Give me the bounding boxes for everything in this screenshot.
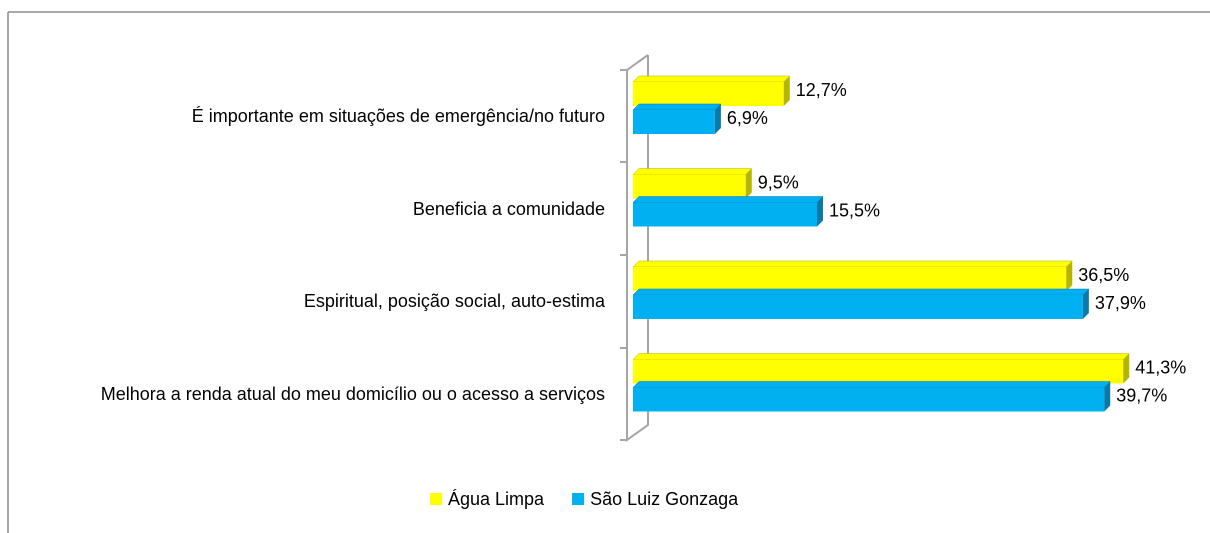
bar-side-face [783,76,790,106]
bar-side-face [1123,353,1130,384]
bar-side-face [714,104,721,134]
category-label: É importante em situações de emergência/… [191,106,605,127]
legend-swatch [572,493,585,505]
data-label: 39,7% [1116,385,1167,405]
category-label: Melhora a renda atual do meu domicílio o… [100,383,605,404]
bar-side-face [816,196,823,227]
bar-side-face [745,168,752,199]
data-label: 9,5% [758,172,799,192]
bar-front-face [633,82,784,106]
data-label: 6,9% [727,108,768,128]
bar-side-face [1104,381,1111,412]
bar-top-face [632,168,753,175]
bar-front-face [633,174,746,199]
bar-front-face [633,359,1124,384]
bar-front-face [633,387,1105,412]
bar-top-face [632,75,791,83]
category-label: Beneficia a comunidade [412,198,605,219]
bar-front-face [633,202,817,227]
bar-side-face [1066,261,1073,291]
data-label: 41,3% [1135,357,1186,377]
legend-swatch [430,493,442,505]
bar [632,288,1090,319]
bar-top-face [632,353,1130,360]
legend-label: São Luiz Gonzaga [590,489,739,509]
bar [632,196,824,227]
bar-top-face [632,260,1073,268]
bar-top-face [632,196,824,203]
bar [632,103,722,134]
bar-side-face [1082,289,1089,319]
data-label: 36,5% [1078,265,1129,285]
legend-label: Água Limpa [448,489,545,509]
bar-front-face [633,267,1067,291]
bar [632,260,1073,291]
bar [632,381,1111,412]
bar-front-face [633,110,715,134]
bar-top-face [632,288,1090,296]
data-label: 12,7% [796,80,847,100]
bar-top-face [632,103,722,111]
bar [632,353,1130,384]
data-label: 15,5% [829,200,880,220]
bar-top-face [632,381,1111,388]
bar [632,168,753,199]
category-label: Espiritual, posição social, auto-estima [303,291,605,312]
bar [632,75,791,106]
data-label: 37,9% [1095,293,1146,313]
bar-front-face [633,295,1083,319]
